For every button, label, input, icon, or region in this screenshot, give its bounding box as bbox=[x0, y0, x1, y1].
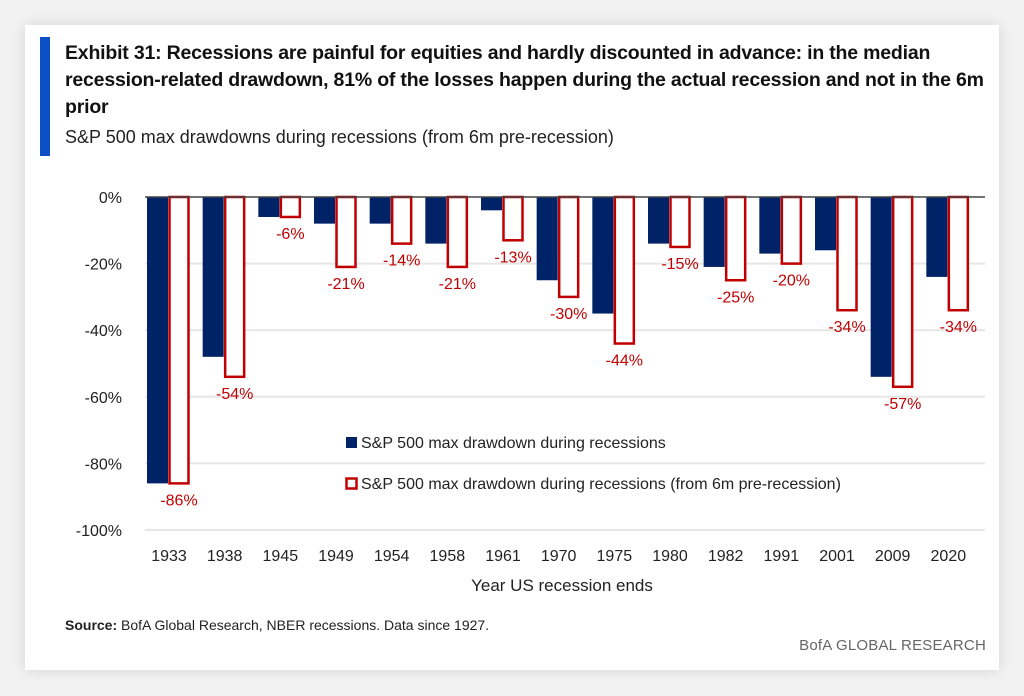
data-label: -21% bbox=[327, 276, 364, 293]
data-label: -15% bbox=[661, 256, 698, 273]
bar-drawdown-from-6m-pre bbox=[780, 195, 803, 265]
data-label: -14% bbox=[383, 253, 420, 270]
data-label: -57% bbox=[884, 396, 921, 413]
data-label: -25% bbox=[717, 289, 754, 306]
data-label: -30% bbox=[550, 306, 587, 323]
data-label: -20% bbox=[773, 273, 810, 290]
bar-drawdown-from-6m-pre bbox=[279, 195, 302, 219]
x-tick-label: 1945 bbox=[263, 548, 299, 565]
source-label: Source: bbox=[65, 617, 118, 633]
bar-drawdown-from-6m-pre bbox=[168, 195, 190, 485]
y-axis-ticks: 0% -20% -40% -60% -80% -100% bbox=[76, 190, 122, 540]
gridlines bbox=[145, 262, 985, 531]
data-label: -34% bbox=[940, 319, 977, 336]
data-label: -21% bbox=[439, 276, 476, 293]
legend-label-recession-drawdown: S&P 500 max drawdown during recessions bbox=[361, 435, 666, 452]
bar-recession-drawdown bbox=[147, 197, 168, 484]
chart-title: Exhibit 31: Recessions are painful for e… bbox=[65, 42, 984, 118]
bar-drawdown-from-6m-pre bbox=[390, 195, 413, 245]
legend-swatch-navy bbox=[346, 437, 357, 448]
x-tick-label: 2001 bbox=[819, 548, 855, 565]
brand-label: BofA GLOBAL RESEARCH bbox=[799, 637, 986, 654]
bar-drawdown-from-6m-pre bbox=[669, 195, 691, 249]
source-note: Source: BofA Global Research, NBER reces… bbox=[65, 617, 489, 633]
bar-recession-drawdown bbox=[815, 197, 836, 251]
bar-recession-drawdown bbox=[369, 197, 391, 224]
data-label: -54% bbox=[216, 386, 253, 403]
data-label: -13% bbox=[494, 249, 531, 266]
bar-drawdown-from-6m-pre bbox=[836, 195, 858, 312]
bar-recession-drawdown bbox=[926, 197, 948, 277]
bar-recession-drawdown bbox=[481, 197, 502, 211]
x-tick-label: 1938 bbox=[207, 548, 243, 565]
bar-drawdown-from-6m-pre bbox=[891, 195, 914, 389]
bar-recession-drawdown bbox=[703, 197, 725, 267]
y-tick-label: -80% bbox=[85, 456, 122, 473]
bar-recession-drawdown bbox=[258, 197, 280, 217]
x-tick-label: 2020 bbox=[931, 548, 967, 565]
bar-drawdown-from-6m-pre bbox=[613, 195, 636, 345]
data-label: -34% bbox=[828, 319, 865, 336]
data-labels: -86% -54% -6% -21% -14% -21% -13% -30% -44% -15% -… bbox=[160, 226, 977, 509]
x-axis-label: Year US recession ends bbox=[471, 576, 653, 595]
x-tick-label: 1949 bbox=[318, 548, 354, 565]
x-tick-label: 1970 bbox=[541, 548, 577, 565]
x-tick-label: 1933 bbox=[151, 548, 187, 565]
x-tick-label: 1991 bbox=[764, 548, 800, 565]
bar-recession-drawdown bbox=[648, 197, 669, 244]
legend-swatch-red-outline bbox=[345, 477, 358, 490]
x-tick-label: 1975 bbox=[597, 548, 633, 565]
y-tick-label: -60% bbox=[85, 390, 122, 407]
bar-recession-drawdown bbox=[314, 197, 335, 224]
bars bbox=[147, 195, 970, 485]
y-tick-label: -20% bbox=[85, 257, 122, 274]
bar-recession-drawdown bbox=[759, 197, 781, 254]
chart-subtitle: S&P 500 max drawdowns during recessions … bbox=[65, 127, 614, 147]
source-text: BofA Global Research, NBER recessions. D… bbox=[117, 617, 490, 633]
title-accent-bar bbox=[40, 37, 50, 156]
bar-recession-drawdown bbox=[202, 197, 224, 357]
bar-recession-drawdown bbox=[592, 197, 614, 314]
data-label: -86% bbox=[160, 492, 197, 509]
y-tick-label: -100% bbox=[76, 523, 122, 540]
x-tick-label: 1980 bbox=[652, 548, 688, 565]
bar-drawdown-from-6m-pre bbox=[557, 195, 580, 299]
x-tick-label: 1958 bbox=[430, 548, 466, 565]
bar-recession-drawdown bbox=[425, 197, 447, 244]
y-tick-label: -40% bbox=[85, 323, 122, 340]
bar-drawdown-from-6m-pre bbox=[502, 195, 524, 242]
x-tick-label: 1982 bbox=[708, 548, 744, 565]
bar-recession-drawdown bbox=[536, 197, 558, 281]
x-tick-label: 2009 bbox=[875, 548, 911, 565]
bar-drawdown-from-6m-pre bbox=[724, 195, 747, 282]
x-tick-label: 1961 bbox=[485, 548, 521, 565]
y-tick-label: 0% bbox=[99, 190, 122, 207]
x-tick-label: 1954 bbox=[374, 548, 410, 565]
bar-drawdown-from-6m-pre bbox=[446, 195, 469, 269]
data-label: -6% bbox=[276, 226, 304, 243]
bar-drawdown-from-6m-pre bbox=[947, 195, 970, 312]
data-label: -44% bbox=[606, 353, 643, 370]
bar-drawdown-from-6m-pre bbox=[223, 195, 246, 379]
bar-drawdown-from-6m-pre bbox=[335, 195, 357, 269]
legend-label-drawdown-from-6m-pre: S&P 500 max drawdown during recessions (… bbox=[361, 476, 841, 493]
x-axis-ticks: 1933 1938 1945 1949 1954 1958 1961 1970 1975 1980… bbox=[151, 548, 966, 565]
bar-recession-drawdown bbox=[870, 197, 892, 377]
legend: S&P 500 max drawdown during recessions S&… bbox=[345, 435, 841, 493]
